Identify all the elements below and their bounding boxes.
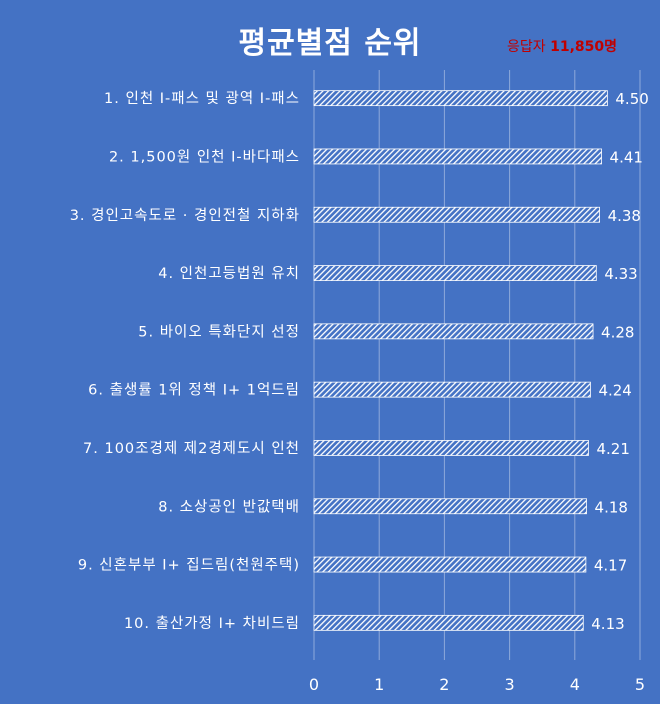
x-tick-label: 3 (505, 675, 515, 694)
bar (313, 265, 597, 281)
value-label: 4.33 (604, 265, 637, 283)
category-label: 8. 소상공인 반값택배 (158, 498, 300, 515)
category-label: 2. 1,500원 인천 I-바다패스 (109, 148, 300, 165)
bar (313, 90, 608, 107)
x-tick-label: 1 (374, 675, 384, 694)
x-tick-label: 0 (309, 675, 319, 694)
bar (313, 323, 594, 340)
category-labels: 1. 인천 I-패스 및 광역 I-패스 2. 1,500원 인천 I-바다패스 3… (70, 90, 300, 632)
x-tick-label: 2 (439, 675, 449, 694)
value-label: 4.18 (595, 498, 628, 516)
bar (313, 498, 587, 515)
x-tick-label: 4 (570, 675, 580, 694)
value-label: 4.41 (610, 148, 643, 166)
category-label: 9. 신혼부부 I+ 집드림(천원주택) (78, 557, 300, 574)
chart-title: 평균별점 순위 (238, 26, 422, 61)
category-label: 6. 출생률 1위 정책 I+ 1억드림 (88, 382, 300, 399)
value-label: 4.50 (615, 90, 648, 108)
bar (313, 440, 589, 456)
value-label: 4.28 (601, 323, 634, 341)
x-axis-ticks: 0 1 2 3 4 5 (309, 675, 645, 694)
bar (313, 381, 591, 398)
value-label: 4.21 (596, 440, 629, 458)
value-labels: 4.50 4.41 4.38 4.33 4.28 4.24 4.21 4.18 4.17 4.13 (591, 90, 649, 633)
bar (313, 614, 584, 631)
bar (313, 556, 587, 573)
respondents-count: 11,850명 (550, 39, 617, 55)
category-label: 7. 100조경제 제2경제도시 인천 (83, 440, 300, 457)
category-label: 10. 출산가정 I+ 차비드림 (124, 615, 300, 632)
category-label: 4. 인천고등법원 유치 (158, 265, 300, 282)
bar (313, 148, 602, 165)
respondents-label: 응답자 (507, 39, 546, 55)
bar (313, 206, 600, 223)
category-label: 3. 경인고속도로 · 경인전철 지하화 (70, 207, 300, 224)
bars (313, 90, 608, 631)
category-label: 5. 바이오 특화단지 선정 (138, 323, 300, 340)
value-label: 4.17 (594, 557, 627, 575)
category-label: 1. 인천 I-패스 및 광역 I-패스 (104, 90, 300, 107)
value-label: 4.24 (598, 382, 631, 400)
value-label: 4.38 (608, 207, 641, 225)
respondents-note: 응답자 11,850명 (507, 36, 617, 56)
value-label: 4.13 (591, 615, 624, 633)
x-tick-label: 5 (635, 675, 645, 694)
